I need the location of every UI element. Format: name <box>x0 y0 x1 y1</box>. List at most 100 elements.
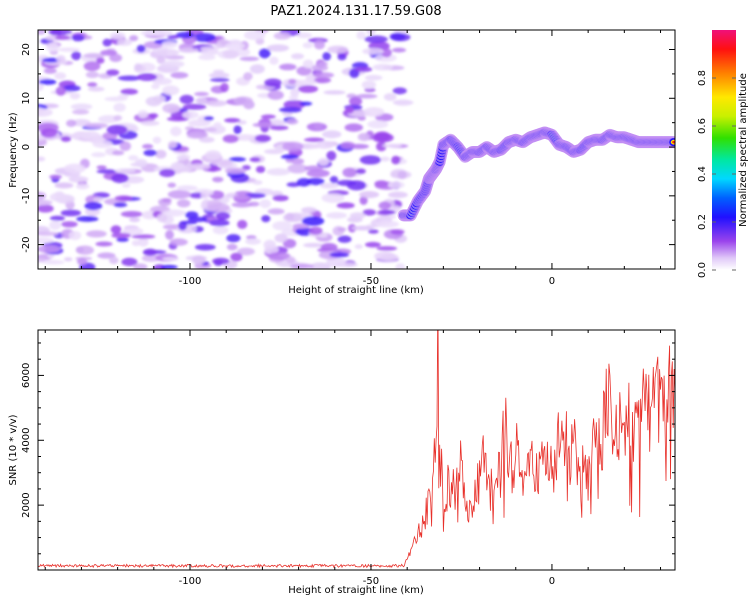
heatmap-noise-cell <box>220 82 229 93</box>
heatmap-noise-cell <box>260 114 276 119</box>
heatmap-noise-cell <box>395 263 406 269</box>
heatmap-noise-cell <box>109 31 126 40</box>
spectrogram-x-ticks: -100 -50 0 <box>44 30 662 287</box>
heatmap-noise-cell <box>282 238 297 249</box>
heatmap-noise-cell <box>364 74 383 81</box>
heatmap-noise-cell <box>110 225 122 234</box>
heatmap-noise-cell <box>41 260 65 265</box>
heatmap-noise-cell <box>128 155 139 161</box>
heatmap-noise-cell <box>308 226 323 235</box>
heatmap-noise-cell <box>100 49 118 56</box>
heatmap-noise-cell <box>290 88 300 97</box>
heatmap-noise-cell <box>84 201 103 211</box>
heatmap-noise-cell <box>161 198 172 203</box>
heatmap-noise-cell <box>198 136 215 143</box>
heatmap-noise-cell <box>41 57 61 63</box>
heatmap-noise-cell <box>252 180 263 185</box>
heatmap-noise-cell <box>170 161 185 171</box>
heatmap-noise-cell <box>113 102 126 112</box>
heatmap-noise-cell <box>170 126 182 137</box>
heatmap-noise-cell <box>364 35 388 43</box>
heatmap-noise-cells <box>38 30 414 269</box>
heatmap-noise-cell <box>212 257 230 265</box>
heatmap-noise-cell <box>336 179 357 187</box>
heatmap-noise-cell <box>182 111 199 119</box>
heatmap-signal-track <box>397 126 675 222</box>
spectrogram-x-axis-label: Height of straight line (km) <box>288 285 424 296</box>
heatmap-noise-cell <box>254 134 272 143</box>
heatmap-noise-cell <box>77 258 88 266</box>
heatmap-noise-cell <box>222 49 239 59</box>
heatmap-noise-cell <box>165 230 174 240</box>
heatmap-noise-cell <box>207 203 230 213</box>
heatmap-noise-cell <box>380 156 390 162</box>
x-tick-label: -50 <box>363 276 379 287</box>
heatmap-noise-cell <box>122 227 144 236</box>
heatmap-noise-cell <box>81 131 100 141</box>
heatmap-noise-cell <box>38 156 46 162</box>
heatmap-noise-cell <box>381 48 392 58</box>
heatmap-noise-cell <box>159 168 176 178</box>
heatmap-noise-cell <box>192 33 216 42</box>
heatmap-noise-cell <box>55 35 71 40</box>
heatmap-noise-cell <box>327 45 349 54</box>
heatmap-noise-cell <box>342 167 357 178</box>
heatmap-noise-cell <box>160 60 185 68</box>
heatmap-noise-cell <box>382 143 403 148</box>
heatmap-noise-cell <box>283 213 303 223</box>
heatmap-noise-cell <box>349 143 370 149</box>
y-tick-label: 2000 <box>21 492 32 517</box>
heatmap-noise-cell <box>162 85 180 96</box>
y-tick-label: 4000 <box>21 428 32 453</box>
heatmap-noise-cell <box>49 220 62 231</box>
heatmap-noise-cell <box>176 154 187 161</box>
heatmap-noise-cell <box>113 202 128 208</box>
heatmap-noise-cell <box>212 225 229 235</box>
heatmap-noise-cell <box>200 49 219 56</box>
heatmap-noise-cell <box>200 190 210 199</box>
heatmap-noise-cell <box>362 209 376 216</box>
spectrogram-y-axis-label: Frequency (Hz) <box>8 112 19 188</box>
heatmap-noise-cell <box>104 96 128 102</box>
heatmap-noise-cell <box>129 217 141 223</box>
heatmap-noise-cell <box>280 154 299 160</box>
heatmap-noise-cell <box>113 115 123 121</box>
heatmap-noise-cell <box>111 232 132 239</box>
heatmap-noise-cell <box>92 139 113 149</box>
heatmap-noise-cell <box>187 130 209 139</box>
heatmap-noise-cell <box>286 118 299 125</box>
heatmap-noise-cell <box>288 79 297 85</box>
heatmap-noise-cell <box>226 234 241 243</box>
heatmap-noise-cell <box>95 241 113 247</box>
heatmap-noise-cell <box>291 53 305 60</box>
heatmap-noise-cell <box>87 86 105 92</box>
heatmap-noise-cell <box>397 170 407 180</box>
heatmap-noise-cell <box>314 77 332 84</box>
heatmap-noise-cell <box>306 169 330 178</box>
heatmap-noise-cell <box>119 141 132 151</box>
heatmap-noise-cell <box>264 78 282 87</box>
heatmap-noise-cell <box>166 116 189 122</box>
heatmap-noise-cell <box>357 132 371 142</box>
heatmap-noise-cell <box>167 140 178 149</box>
heatmap-noise-cell <box>106 124 128 135</box>
heatmap-noise-cell <box>392 87 407 95</box>
heatmap-noise-cell <box>208 72 230 79</box>
heatmap-noise-cell <box>48 30 73 36</box>
heatmap-noise-cell <box>162 209 186 217</box>
heatmap-noise-cell <box>38 30 46 35</box>
heatmap-noise-cell <box>235 134 256 141</box>
heatmap-noise-cell <box>83 61 101 72</box>
heatmap-noise-cell <box>367 120 389 129</box>
heatmap-noise-cell <box>380 253 399 262</box>
heatmap-noise-cell <box>84 122 109 129</box>
heatmap-noise-cell <box>222 134 239 144</box>
heatmap-noise-cell <box>267 90 284 100</box>
y-tick-label: 0 <box>21 144 32 150</box>
heatmap-noise-cell <box>237 247 255 256</box>
heatmap-noise-cell <box>162 103 181 114</box>
heatmap-noise-cell <box>205 150 222 161</box>
heatmap-noise-cell <box>56 55 66 63</box>
heatmap-noise-cell <box>38 245 61 253</box>
snr-frame <box>37 329 676 571</box>
